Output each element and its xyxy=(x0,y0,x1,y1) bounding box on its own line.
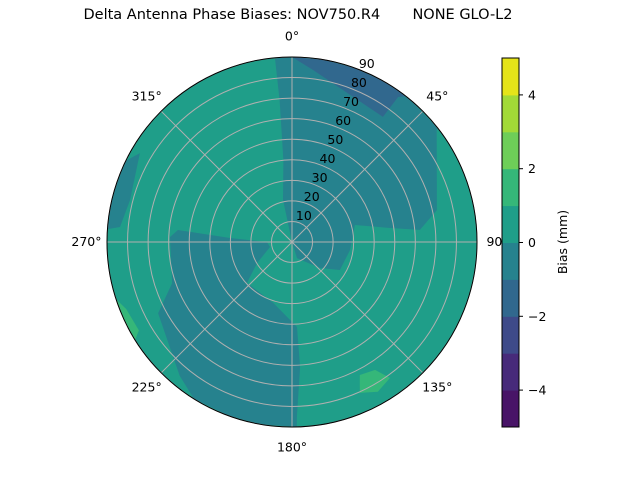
r-tick-label: 90 xyxy=(359,56,375,71)
angular-gridline-225 xyxy=(160,241,293,374)
colorbar-tick-label: −4 xyxy=(528,383,546,398)
colorbar-tick-label: 2 xyxy=(528,161,536,176)
colorbar-bin xyxy=(502,390,519,428)
colorbar-bin xyxy=(502,168,519,207)
colorbar-bin xyxy=(502,316,519,354)
contour-region-0 xyxy=(274,57,438,270)
colorbar-tick-label: −2 xyxy=(528,309,546,324)
colorbar-bin xyxy=(502,94,519,133)
angular-gridline-315 xyxy=(160,110,293,243)
r-tick-label: 50 xyxy=(327,132,343,147)
angular-gridline-45 xyxy=(291,110,424,243)
theta-tick-label: 225° xyxy=(132,379,162,394)
r-tick-label: 30 xyxy=(312,170,328,185)
colorbar-tick-label: 0 xyxy=(528,235,536,250)
colorbar-bin xyxy=(502,58,519,96)
colorbar-bin xyxy=(502,131,519,170)
angular-gridline-135 xyxy=(291,241,424,374)
chart-title: Delta Antenna Phase Biases: NOV750.R4 NO… xyxy=(83,7,513,23)
r-tick-label: 80 xyxy=(351,75,367,90)
theta-tick-label: 0° xyxy=(285,28,299,43)
colorbar-tick-label: 4 xyxy=(528,87,536,102)
polar-frame xyxy=(106,56,478,428)
r-tick-label: 10 xyxy=(296,208,312,223)
r-tick-label: 40 xyxy=(320,151,336,166)
r-tick-label: 20 xyxy=(304,189,320,204)
contour-region-5 xyxy=(116,299,139,340)
colorbar-bin xyxy=(502,242,519,280)
theta-tick-label: 315° xyxy=(132,89,162,104)
theta-tick-label: 45° xyxy=(426,89,448,104)
theta-tick-label: 270° xyxy=(71,234,101,249)
theta-tick-label: 135° xyxy=(422,379,452,394)
r-tick-label: 60 xyxy=(335,113,351,128)
colorbar-bin xyxy=(502,353,519,391)
contour-region-2 xyxy=(107,153,140,230)
colorbar-label: Bias (mm) xyxy=(555,210,570,274)
colorbar-bin xyxy=(502,279,519,317)
contour-region-1 xyxy=(158,230,301,427)
theta-tick-label: 180° xyxy=(277,440,307,455)
contour-region-4 xyxy=(359,369,390,393)
colorbar-bin xyxy=(502,205,519,243)
r-tick-label: 70 xyxy=(343,94,359,109)
